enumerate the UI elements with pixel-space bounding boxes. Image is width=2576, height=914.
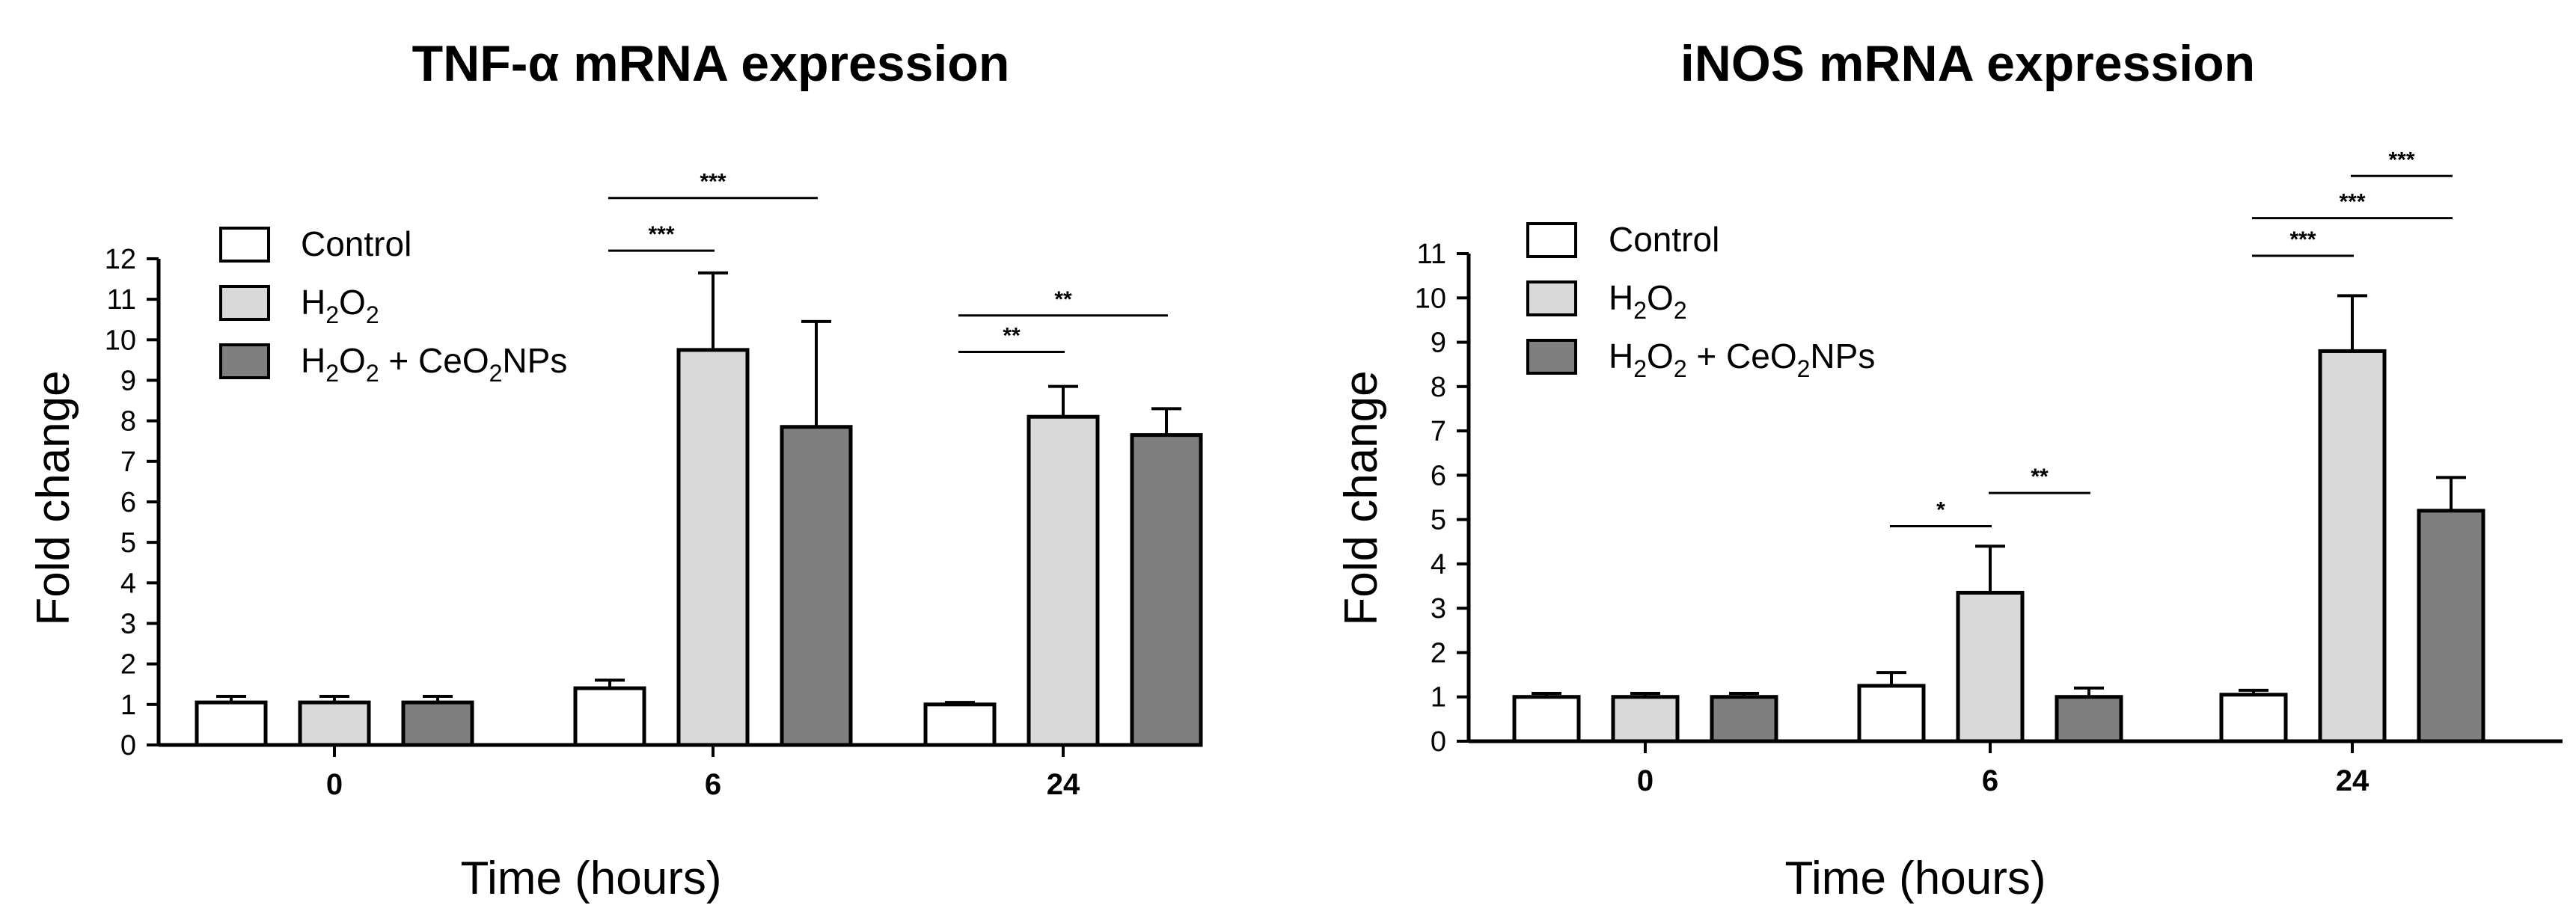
y-tick-label: 11 xyxy=(107,284,136,316)
legend-swatch-control xyxy=(219,227,270,263)
y-axis-label: Fold change xyxy=(1336,370,1387,625)
significance-label: ** xyxy=(1003,324,1021,349)
legend-label-h2o2-ceo2nps: H2O2 + CeO2NPs xyxy=(1609,337,1875,382)
y-tick-label: 5 xyxy=(1431,505,1446,536)
significance-label: ** xyxy=(2031,464,2049,489)
y-tick-label: 6 xyxy=(1431,460,1446,491)
y-tick-label: 0 xyxy=(1431,726,1446,758)
y-tick-label: 10 xyxy=(105,325,136,356)
y-tick-label: 8 xyxy=(120,406,136,438)
significance-label: *** xyxy=(2289,227,2316,252)
bar-h2o2-ceo2nps-6 xyxy=(780,425,853,747)
legend-label-h2o2-ceo2nps: H2O2 + CeO2NPs xyxy=(301,341,567,387)
bar-h2o2-ceo2nps-24 xyxy=(1130,433,1203,747)
y-tick-label: 4 xyxy=(1431,549,1446,580)
bar-h2o2-24 xyxy=(1027,414,1100,747)
y-tick-label: 2 xyxy=(1431,637,1446,669)
significance-label: *** xyxy=(700,170,726,194)
x-tick-label-0: 0 xyxy=(1637,764,1653,797)
y-tick-label: 3 xyxy=(120,608,136,640)
significance-label: *** xyxy=(2339,190,2365,215)
y-tick-label: 1 xyxy=(1431,682,1446,714)
bar-h2o2-0 xyxy=(1611,695,1680,743)
bar-h2o2-ceo2nps-0 xyxy=(1710,695,1778,743)
legend-swatch-control xyxy=(1526,222,1577,258)
y-tick-label: 4 xyxy=(120,568,136,599)
chart-title: iNOS mRNA expression xyxy=(1680,35,2255,92)
legend-label-h2o2: H2O2 xyxy=(301,283,379,328)
bar-h2o2-6 xyxy=(676,348,750,747)
inos-chart: iNOS mRNA expression Time (hours) Fold c… xyxy=(1336,35,2563,904)
legend-swatch-h2o2 xyxy=(219,285,270,321)
bar-control-0 xyxy=(195,700,268,747)
bar-h2o2-ceo2nps-6 xyxy=(2055,695,2123,743)
legend: Control H2O2 H2O2 + CeO2NPs xyxy=(1526,220,1875,382)
bar-h2o2-6 xyxy=(1956,590,2025,743)
tnf-alpha-chart: TNF-α mRNA expression Time (hours) Fold … xyxy=(28,35,1203,904)
y-tick-label: 3 xyxy=(1431,593,1446,625)
y-tick-label: 1 xyxy=(120,690,136,721)
y-tick-label: 12 xyxy=(105,244,136,275)
y-tick-label: 7 xyxy=(1431,416,1446,447)
legend-swatch-h2o2 xyxy=(1526,280,1577,316)
bar-control-6 xyxy=(1857,684,1926,743)
y-tick-label: 11 xyxy=(1417,239,1446,270)
legend-label-control: Control xyxy=(1609,220,1719,259)
y-tick-label: 0 xyxy=(120,730,136,761)
y-tick-label: 2 xyxy=(120,649,136,681)
legend-swatch-h2o2-ceo2nps xyxy=(1526,339,1577,375)
y-tick-label: 7 xyxy=(120,447,136,478)
y-tick-label: 5 xyxy=(120,527,136,559)
bar-h2o2-0 xyxy=(298,700,371,747)
bar-h2o2-ceo2nps-24 xyxy=(2417,509,2485,743)
x-tick-label-24: 24 xyxy=(2336,764,2370,797)
bar-h2o2-24 xyxy=(2318,349,2387,743)
x-tick-label-6: 6 xyxy=(1982,764,1998,797)
significance-label: ** xyxy=(1054,287,1072,312)
y-tick-label: 6 xyxy=(120,487,136,518)
y-tick-label: 8 xyxy=(1431,372,1446,403)
legend-label-control: Control xyxy=(301,224,412,263)
y-axis-label: Fold change xyxy=(28,370,79,625)
bar-h2o2-ceo2nps-0 xyxy=(401,700,474,747)
x-tick-label-6: 6 xyxy=(705,768,721,801)
y-tick-label: 9 xyxy=(1431,328,1446,359)
x-tick-label-24: 24 xyxy=(1047,768,1080,801)
x-axis-label: Time (hours) xyxy=(460,853,721,904)
legend: Control H2O2 H2O2 + CeO2NPs xyxy=(219,224,567,387)
significance-label: * xyxy=(1936,498,1945,523)
bar-control-0 xyxy=(1512,695,1581,743)
bar-control-6 xyxy=(573,686,646,747)
y-tick-label: 9 xyxy=(120,365,136,396)
legend-swatch-h2o2-ceo2nps xyxy=(219,343,270,379)
chart-title: TNF-α mRNA expression xyxy=(412,35,1010,92)
bar-control-24 xyxy=(2219,693,2288,743)
legend-label-h2o2: H2O2 xyxy=(1609,278,1687,324)
bar-control-24 xyxy=(923,702,997,747)
x-axis-label: Time (hours) xyxy=(1784,853,2046,904)
y-tick-label: 10 xyxy=(1415,283,1446,314)
significance-label: *** xyxy=(2388,147,2414,172)
x-tick-label-0: 0 xyxy=(326,768,343,801)
significance-label: *** xyxy=(648,222,674,247)
